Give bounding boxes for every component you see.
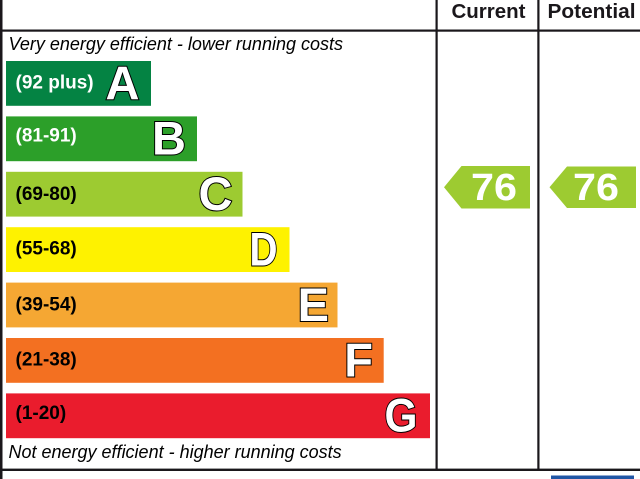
svg-text:C: C xyxy=(199,167,233,220)
svg-text:76: 76 xyxy=(573,167,619,209)
svg-text:(55-68): (55-68) xyxy=(16,239,77,260)
svg-text:(39-54): (39-54) xyxy=(16,294,77,315)
svg-text:76: 76 xyxy=(471,167,517,209)
svg-text:(21-38): (21-38) xyxy=(16,350,77,371)
svg-text:Not energy efficient - higher: Not energy efficient - higher running co… xyxy=(9,442,342,462)
svg-text:G: G xyxy=(385,389,418,442)
svg-text:Current: Current xyxy=(452,1,526,23)
svg-text:Very energy efficient - lower: Very energy efficient - lower running co… xyxy=(9,34,344,54)
svg-text:Potential: Potential xyxy=(548,1,636,23)
svg-text:E: E xyxy=(298,278,329,331)
svg-text:D: D xyxy=(250,223,278,276)
svg-text:(81-91): (81-91) xyxy=(16,126,77,147)
svg-text:(1-20): (1-20) xyxy=(16,403,67,424)
svg-text:F: F xyxy=(344,333,373,386)
svg-text:(69-80): (69-80) xyxy=(16,184,77,205)
svg-text:(92 plus): (92 plus) xyxy=(16,73,94,94)
svg-text:A: A xyxy=(106,56,140,109)
svg-text:B: B xyxy=(152,112,186,165)
